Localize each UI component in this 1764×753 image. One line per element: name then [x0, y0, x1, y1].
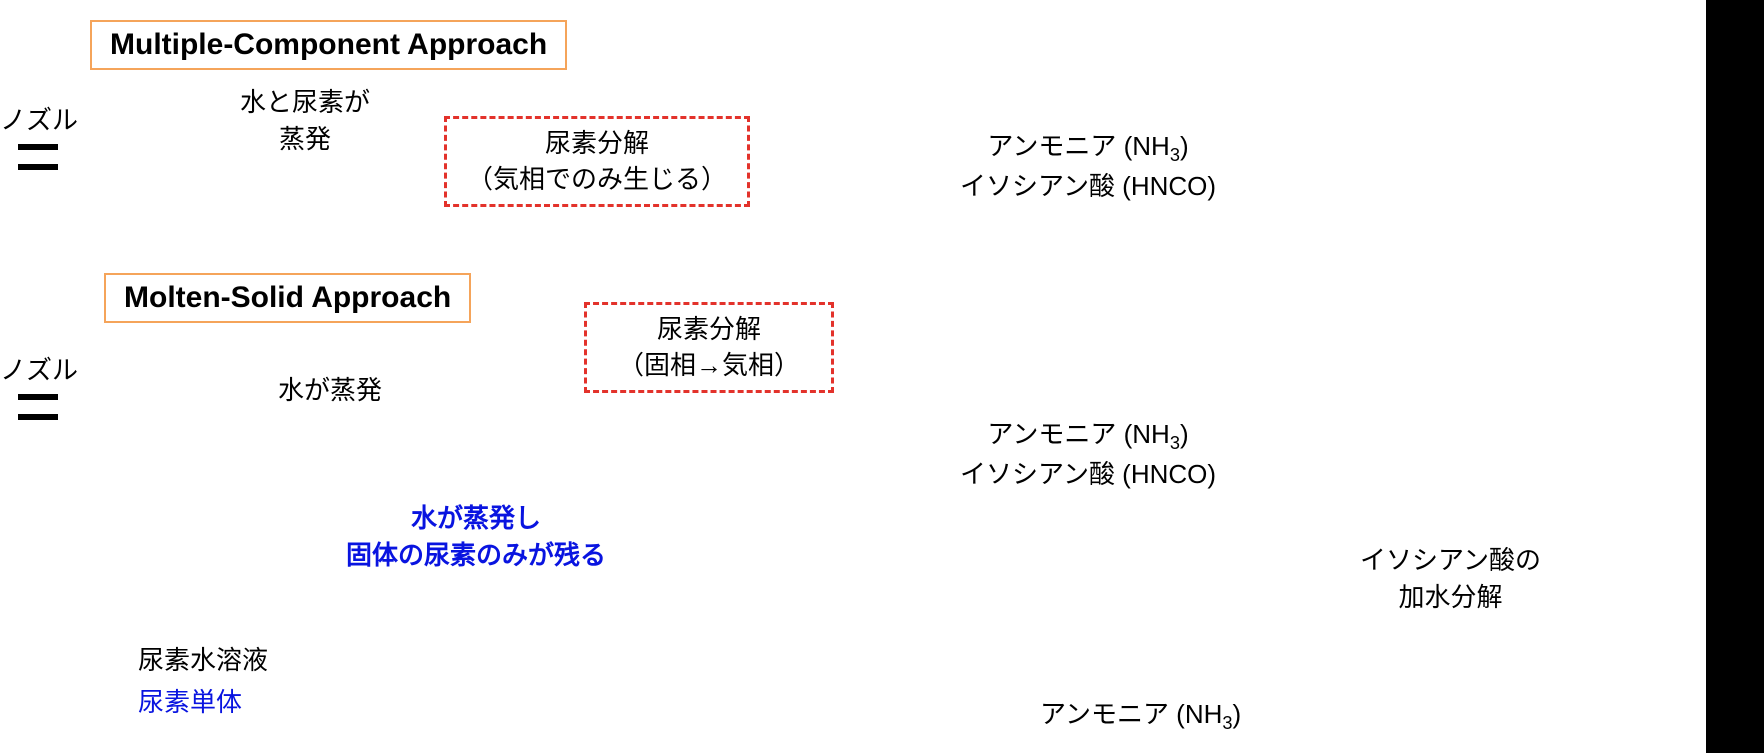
- arrow1-caption-l2: 蒸発: [279, 124, 331, 154]
- hydrolysis-label: イソシアン酸の 加水分解: [1360, 540, 1541, 614]
- arrow1-caption: 水と尿素が 蒸発: [240, 82, 370, 156]
- blue-caption-l2: 固体の尿素のみが残る: [346, 540, 606, 570]
- decomp2-l1: 尿素分解: [657, 314, 761, 344]
- approach2-title: Molten-Solid Approach: [124, 281, 451, 314]
- output2-l2: イソシアン酸 (HNCO): [960, 459, 1216, 489]
- final-output: アンモニア (NH3): [1040, 694, 1241, 734]
- nozzle1-icon-2: [18, 164, 58, 170]
- decomp-box-1: 尿素分解 （気相でのみ生じる）: [444, 116, 750, 207]
- nozzle1-icon: [18, 144, 58, 150]
- arrow1-caption-l1: 水と尿素が: [240, 87, 370, 117]
- approach1-title: Multiple-Component Approach: [110, 28, 547, 61]
- out2-nh3-post: ): [1180, 419, 1189, 449]
- decomp1-l1: 尿素分解: [545, 128, 649, 158]
- final-nh3-sub: 3: [1222, 713, 1232, 733]
- output2-l1: アンモニア (NH3): [987, 419, 1188, 449]
- decomp1-l2: （気相でのみ生じる）: [467, 164, 727, 194]
- right-black-band: [1706, 0, 1764, 753]
- blue-caption: 水が蒸発し 固体の尿素のみが残る: [346, 498, 606, 572]
- blue-caption-l1: 水が蒸発し: [411, 503, 541, 533]
- final-nh3-pre: アンモニア (NH: [1040, 699, 1222, 729]
- approach1-title-box: Multiple-Component Approach: [90, 20, 567, 70]
- out2-nh3-sub: 3: [1170, 433, 1180, 453]
- approach2-title-box: Molten-Solid Approach: [104, 273, 471, 323]
- hydrolysis-l1: イソシアン酸の: [1360, 545, 1541, 575]
- out1-nh3-pre: アンモニア (NH: [987, 131, 1169, 161]
- legend-blue-label: 尿素単体: [138, 682, 242, 719]
- arrow3-caption: 水が蒸発: [278, 370, 382, 407]
- out2-nh3-pre: アンモニア (NH: [987, 419, 1169, 449]
- hydrolysis-l2: 加水分解: [1398, 582, 1502, 612]
- nozzle1-label: ノズル: [0, 100, 78, 137]
- output2: アンモニア (NH3) イソシアン酸 (HNCO): [960, 414, 1216, 491]
- decomp2-l2: （固相→気相）: [618, 350, 800, 380]
- output1-l2: イソシアン酸 (HNCO): [960, 171, 1216, 201]
- nozzle2-icon-2: [18, 414, 58, 420]
- nozzle2-label: ノズル: [0, 350, 78, 387]
- out1-nh3-post: ): [1180, 131, 1189, 161]
- decomp-box-2: 尿素分解 （固相→気相）: [584, 302, 834, 393]
- out1-nh3-sub: 3: [1170, 145, 1180, 165]
- final-nh3-post: ): [1233, 699, 1242, 729]
- nozzle2-icon: [18, 394, 58, 400]
- output1-l1: アンモニア (NH3): [987, 131, 1188, 161]
- output1: アンモニア (NH3) イソシアン酸 (HNCO): [960, 126, 1216, 203]
- legend-aqua-label: 尿素水溶液: [138, 640, 268, 677]
